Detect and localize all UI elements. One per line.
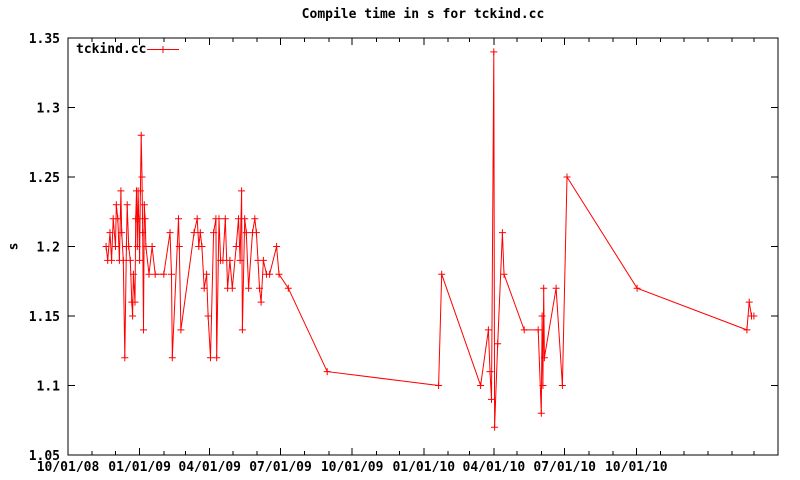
y-axis-label: s <box>6 242 22 251</box>
x-axis-tick-labels: 10/01/08 01/01/09 04/01/09 07/01/09 10/01/09… <box>37 460 668 475</box>
data-series-markers <box>102 48 758 431</box>
svg-text:04/01/09: 04/01/09 <box>178 460 241 475</box>
svg-text:1.3: 1.3 <box>37 102 60 117</box>
x-axis-ticks <box>91 38 755 455</box>
svg-text:01/01/10: 01/01/10 <box>392 460 455 475</box>
svg-text:1.2: 1.2 <box>37 241 60 256</box>
svg-text:04/01/10: 04/01/10 <box>463 460 526 475</box>
legend-label: tckind.cc <box>76 42 147 57</box>
legend-line-sample <box>147 46 179 53</box>
svg-text:07/01/09: 07/01/09 <box>249 460 312 475</box>
chart-title: Compile time in s for tckind.cc <box>301 7 545 22</box>
svg-text:1.15: 1.15 <box>29 310 60 325</box>
svg-text:1.35: 1.35 <box>29 32 60 47</box>
y-axis-tick-labels: 1.05 1.1 1.15 1.2 1.25 1.3 1.35 <box>29 32 60 464</box>
svg-text:01/01/09: 01/01/09 <box>108 460 171 475</box>
svg-text:1.05: 1.05 <box>29 449 60 464</box>
data-series-line <box>105 51 754 428</box>
svg-text:10/01/08: 10/01/08 <box>37 460 100 475</box>
svg-text:10/01/09: 10/01/09 <box>321 460 384 475</box>
svg-text:07/01/10: 07/01/10 <box>533 460 596 475</box>
plot-border <box>67 37 779 456</box>
svg-text:10/01/10: 10/01/10 <box>605 460 668 475</box>
svg-text:1.25: 1.25 <box>29 171 60 186</box>
svg-text:1.1: 1.1 <box>37 380 61 395</box>
y-axis-ticks <box>68 37 778 456</box>
